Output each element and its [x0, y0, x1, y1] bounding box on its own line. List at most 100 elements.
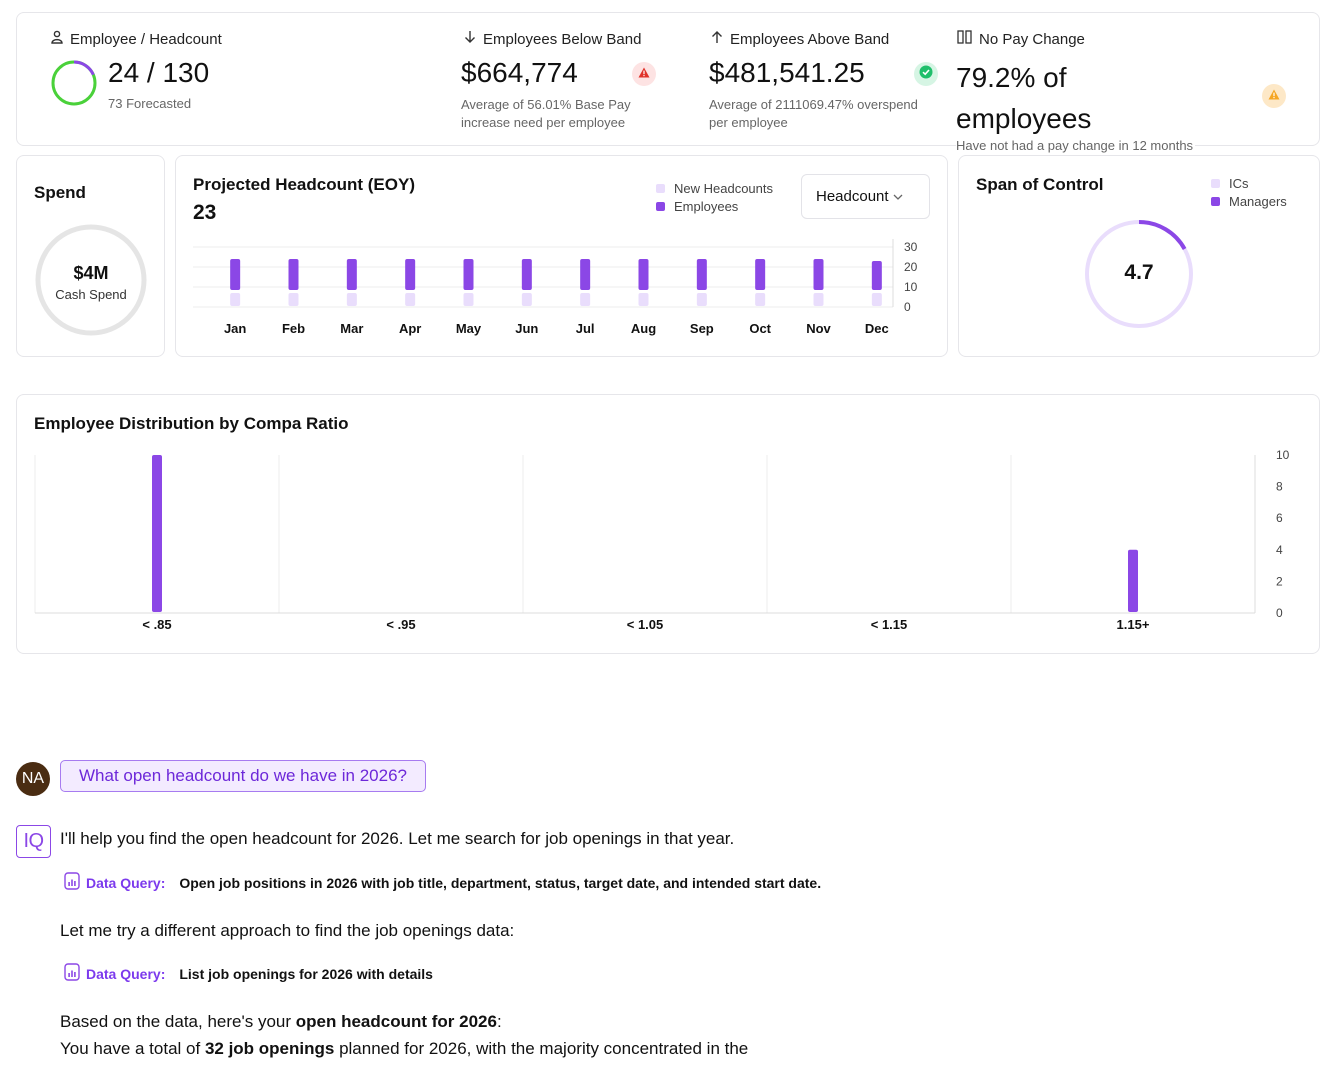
x-tick-label: Sep: [690, 321, 714, 336]
spend-card: Spend $4M Cash Spend: [16, 155, 165, 357]
new-headcount-bar: [230, 293, 241, 306]
spend-value: $4M: [73, 263, 109, 283]
user-message-bubble: What open headcount do we have in 2026?: [60, 760, 426, 792]
y-tick-label: 0: [904, 300, 911, 314]
warning-icon: [638, 65, 650, 83]
no-pay-change-value: 79.2% of employees: [956, 62, 1092, 134]
y-tick-label: 20: [904, 260, 918, 274]
arrow-down-icon: [463, 30, 477, 48]
kpi-strip: Employee / Headcount 24 / 130 73 Forecas…: [16, 12, 1320, 146]
x-tick-label: < .85: [142, 617, 171, 632]
legend-employees: Employees: [656, 197, 773, 215]
projected-legend: New Headcounts Employees: [656, 179, 773, 215]
projected-chart: 30 20 10 0 Jan Feb Mar Apr May Jun Jul Aug Sep Oct Nov…: [193, 239, 918, 336]
x-tick-label: Apr: [399, 321, 421, 336]
projected-value: 23: [193, 201, 217, 224]
above-band-value: $481,541.25: [709, 57, 865, 88]
user-avatar: NA: [16, 762, 50, 796]
assistant-message-1: I'll help you find the open headcount fo…: [60, 829, 735, 848]
data-query-2[interactable]: Data Query: List job openings for 2026 w…: [64, 963, 433, 984]
y-tick-label: 10: [904, 280, 918, 294]
employee-bar: [813, 259, 824, 290]
legend-ics: ICs: [1211, 174, 1287, 192]
projected-title: Projected Headcount (EOY): [193, 175, 415, 194]
new-headcount-bar: [521, 293, 532, 306]
success-badge: [914, 62, 938, 86]
headcount-forecast: 73 Forecasted: [108, 96, 192, 111]
employee-bar: [230, 259, 241, 290]
new-headcount-bar: [755, 293, 766, 306]
spend-sub: Cash Spend: [55, 287, 127, 302]
new-headcount-bar: [696, 293, 707, 306]
x-tick-label: Jan: [224, 321, 246, 336]
compa-bar: [1128, 549, 1138, 612]
span-ring: [1085, 220, 1193, 328]
compa-ratio-card: Employee Distribution by Compa Ratio 10 8…: [16, 394, 1320, 654]
no-pay-change-label: No Pay Change: [957, 30, 1085, 48]
new-headcount-bar: [405, 293, 416, 306]
span-legend: ICs Managers: [1211, 174, 1287, 210]
y-tick-label: 6: [1276, 511, 1283, 525]
new-headcount-bar: [813, 293, 824, 306]
arrow-up-icon: [710, 30, 724, 48]
new-headcount-bar: [638, 293, 649, 306]
new-headcount-bar: [288, 293, 299, 306]
pause-icon: [957, 30, 973, 48]
projected-headcount-card: Projected Headcount (EOY) 23 New Headcou…: [175, 155, 948, 357]
y-tick-label: 0: [1276, 606, 1283, 620]
below-band-label: Employees Below Band: [463, 30, 641, 48]
headcount-ring: [51, 60, 97, 106]
span-value: 4.7: [1124, 261, 1154, 284]
x-tick-label: Jun: [515, 321, 538, 336]
legend-swatch: [656, 183, 665, 193]
chart-doc-icon: [64, 963, 80, 984]
assistant-message-4: You have a total of 32 job openings plan…: [60, 1039, 749, 1058]
legend-new-headcounts: New Headcounts: [656, 179, 773, 197]
user-icon: [50, 30, 64, 48]
x-tick-label: Dec: [865, 321, 889, 336]
x-tick-label: < 1.15: [871, 617, 908, 632]
new-headcount-bar: [580, 293, 591, 306]
y-tick-label: 10: [1276, 448, 1290, 462]
y-tick-label: 8: [1276, 480, 1283, 494]
y-tick-label: 4: [1276, 543, 1283, 557]
employee-bar: [580, 259, 591, 290]
employee-bar: [638, 259, 649, 290]
x-tick-label: Mar: [340, 321, 363, 336]
span-title: Span of Control: [976, 175, 1104, 194]
x-tick-label: < .95: [386, 617, 415, 632]
above-band-label: Employees Above Band: [710, 30, 889, 48]
legend-managers: Managers: [1211, 192, 1287, 210]
legend-swatch: [1211, 196, 1220, 206]
assistant-message-2: Let me try a different approach to find …: [60, 921, 515, 940]
below-band-sub: Average of 56.01% Base Pay increase need…: [461, 97, 631, 130]
compa-chart: 10 8 6 4 2 0 < .85 < .95 < 1.05 < 1.15 1.15+: [34, 448, 1290, 632]
assistant-message-3: Based on the data, here's your open head…: [60, 1012, 502, 1031]
employee-bar: [463, 259, 474, 290]
x-tick-label: Oct: [749, 321, 771, 336]
y-tick-label: 2: [1276, 574, 1283, 588]
no-pay-change-sub: Have not had a pay change in 12 months: [956, 137, 1196, 155]
above-band-sub: Average of 2111069.47% overspend per emp…: [709, 97, 918, 130]
chevron-down-icon: [893, 188, 903, 205]
employee-bar: [346, 259, 357, 290]
x-tick-label: Nov: [806, 321, 831, 336]
employee-bar: [521, 259, 532, 290]
new-headcount-bar: [463, 293, 474, 306]
x-tick-label: < 1.05: [627, 617, 664, 632]
data-query-1[interactable]: Data Query: Open job positions in 2026 w…: [64, 872, 821, 893]
x-tick-label: Feb: [282, 321, 305, 336]
y-tick-label: 30: [904, 240, 918, 254]
employee-bar: [696, 259, 707, 290]
warning-badge-amber: [1262, 84, 1286, 108]
headcount-dropdown[interactable]: Headcount: [801, 174, 930, 219]
x-tick-label: Jul: [576, 321, 595, 336]
x-tick-label: May: [456, 321, 482, 336]
employee-bar: [405, 259, 416, 290]
new-headcount-bar: [871, 293, 882, 306]
chart-doc-icon: [64, 872, 80, 893]
compa-bar: [152, 455, 162, 612]
assistant-logo: IQ: [16, 825, 51, 858]
span-of-control-card: Span of Control ICs Managers 4.7: [958, 155, 1320, 357]
check-circle-icon: [919, 65, 933, 84]
